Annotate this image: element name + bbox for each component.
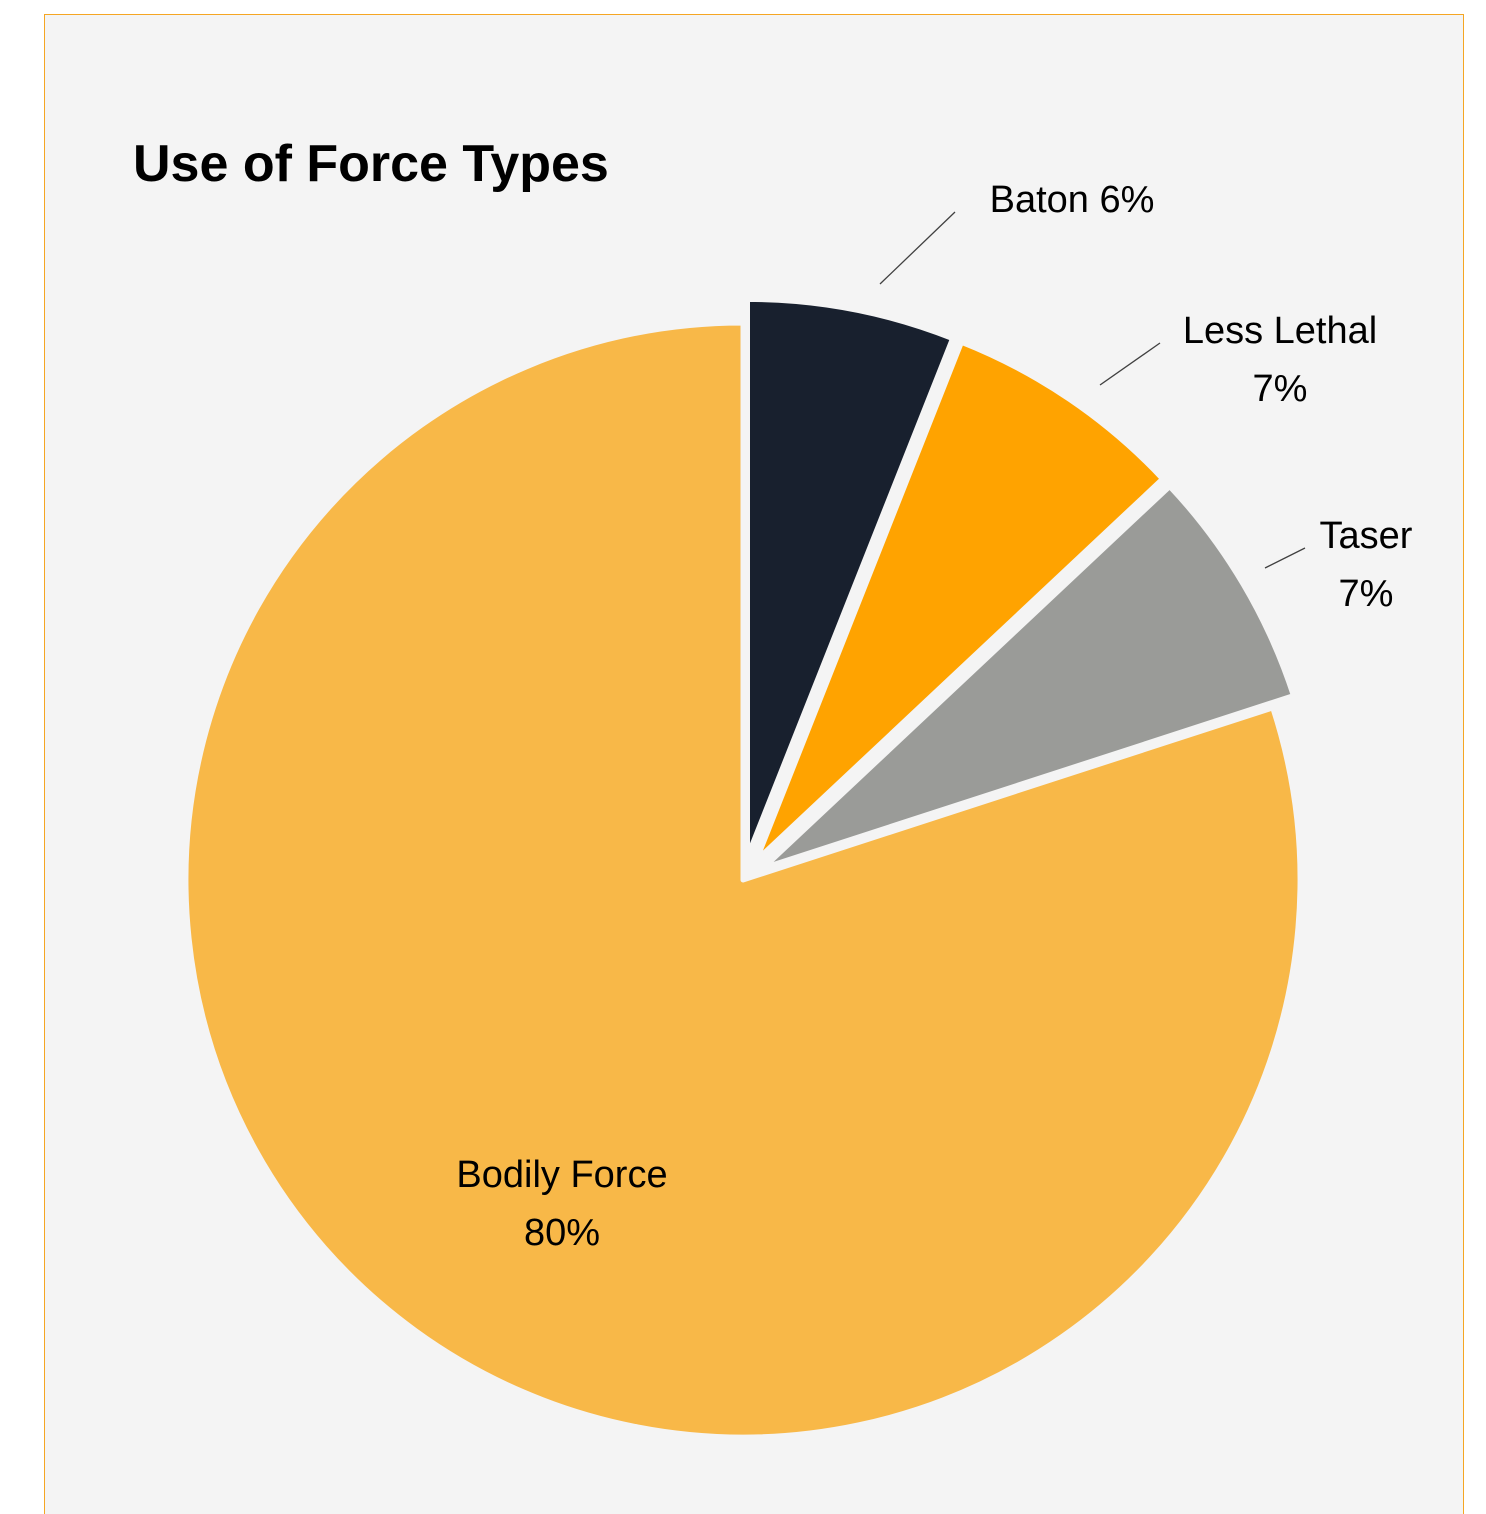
data-label-line: Bodily Force [456, 1154, 667, 1196]
data-label-line: 7% [1339, 573, 1394, 615]
data-label-less-lethal: Less Lethal 7% [1183, 310, 1377, 410]
data-label-line: 7% [1253, 368, 1308, 410]
data-label-line: Baton 6% [990, 179, 1155, 221]
pie-slice-bodily-force [183, 320, 1303, 1440]
pie-slice-baton [744, 296, 956, 859]
data-label-line: 80% [524, 1212, 600, 1254]
data-label-bodily-force: Bodily Force 80% [456, 1154, 667, 1254]
data-label-line: Less Lethal [1183, 310, 1377, 352]
leader-line-less-lethal [1099, 342, 1161, 386]
pie-slice-less-lethal [753, 339, 1166, 863]
pie-slices [183, 296, 1303, 1440]
leader-lines [879, 211, 1306, 569]
data-labels: Baton 6% Less Lethal 7% Taser 7% Bodily Force… [456, 179, 1412, 1254]
data-label-line: Taser [1320, 515, 1413, 557]
chart-title: Use of Force Types [133, 135, 609, 193]
data-label-baton: Baton 6% [990, 179, 1155, 221]
data-label-taser: Taser 7% [1320, 515, 1413, 615]
leader-line-baton [879, 211, 956, 285]
leader-line-taser [1264, 547, 1306, 569]
pie-slice-taser [761, 483, 1296, 871]
